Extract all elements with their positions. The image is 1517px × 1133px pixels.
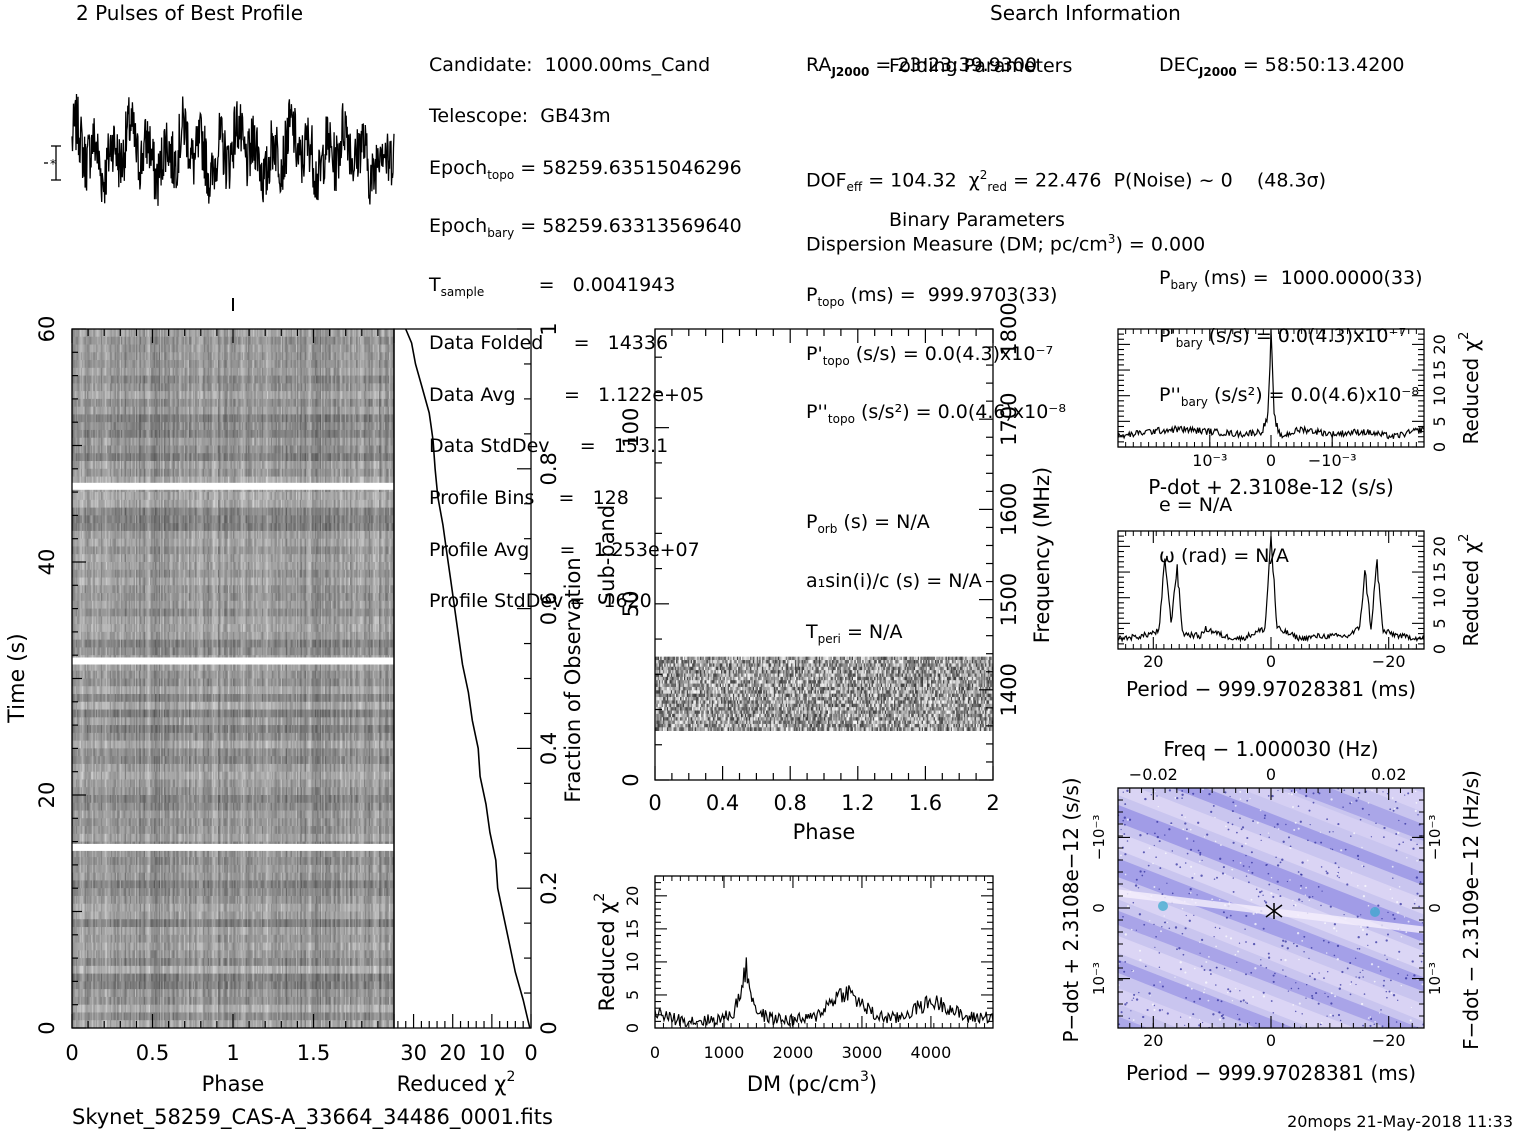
error-bar-marker: *: [44, 146, 61, 180]
search-title: Search Information: [990, 1, 1181, 25]
profile-line: [72, 94, 394, 206]
time-phase-heatmap: [72, 329, 394, 1028]
profile-title: 2 Pulses of Best Profile: [76, 1, 303, 25]
profile-plot: *: [44, 94, 394, 311]
